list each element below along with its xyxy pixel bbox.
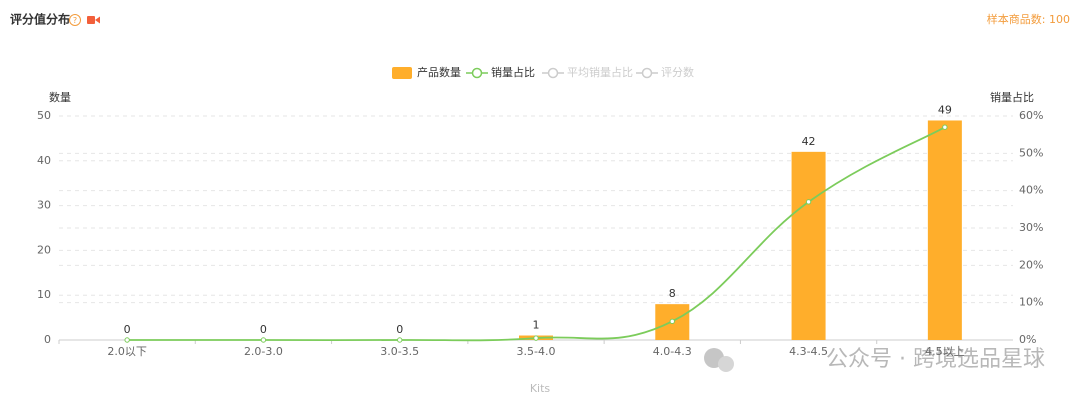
x-tick-label: 4.0-4.3 (653, 345, 692, 358)
y2-tick-label: 30% (1019, 221, 1043, 234)
legend-label: 平均销量占比 (567, 65, 633, 79)
x-tick-label: 4.5以上 (925, 345, 965, 358)
data-label: 49 (938, 103, 952, 116)
data-label: 0 (260, 323, 267, 336)
legend-label: 评分数 (661, 66, 694, 79)
line-point (260, 337, 267, 343)
x-tick-label: 2.0以下 (107, 345, 147, 358)
x-axis-label: Kits (530, 382, 551, 395)
legend-label: 销量占比 (491, 65, 535, 79)
sample-count: 样本商品数: 100 (987, 12, 1070, 26)
x-tick-label: 2.0-3.0 (244, 345, 283, 358)
bar (927, 120, 962, 340)
x-tick-label: 4.3-4.5 (789, 345, 828, 358)
video-icon[interactable] (87, 16, 100, 24)
legend-label: 产品数量 (417, 65, 461, 79)
y2-tick-label: 40% (1019, 184, 1043, 197)
line-point (669, 318, 675, 325)
legend-swatch (641, 67, 653, 79)
y-axis-label: 数量 (49, 91, 71, 104)
y2-tick-label: 50% (1019, 146, 1043, 159)
data-label: 42 (802, 135, 816, 148)
line-point (805, 199, 812, 205)
line-point (397, 337, 403, 343)
y2-tick-label: 20% (1019, 258, 1043, 271)
svg-text:?: ? (73, 16, 77, 25)
data-label: 0 (124, 323, 131, 336)
y2-axis-label: 销量占比 (990, 90, 1034, 104)
data-label: 8 (669, 287, 676, 300)
wechat-icon (704, 348, 734, 372)
line-point (942, 124, 948, 130)
legend-swatch (547, 67, 559, 79)
legend-swatch (392, 67, 412, 79)
y-tick-label: 40 (37, 154, 51, 167)
legend-swatch (471, 67, 483, 79)
y-tick-label: 20 (37, 243, 51, 256)
x-tick-label: 3.5-4.0 (517, 345, 556, 358)
y2-tick-label: 0% (1019, 333, 1036, 346)
y-tick-label: 0 (44, 333, 51, 346)
help-icon[interactable]: ? (69, 14, 81, 26)
data-label: 1 (533, 319, 540, 332)
y-tick-label: 10 (37, 288, 51, 301)
line-point (533, 335, 539, 341)
watermark: 公众号 · 跨境选品星球 (826, 347, 1045, 372)
line-point (124, 337, 130, 343)
x-tick-label: 3.0-3.5 (380, 345, 419, 358)
y2-tick-label: 10% (1019, 296, 1043, 309)
data-label: 0 (396, 323, 403, 336)
y-tick-label: 30 (37, 199, 51, 212)
y2-tick-label: 60% (1019, 109, 1043, 122)
page-title: 评分值分布 (10, 12, 70, 27)
y-tick-label: 50 (37, 109, 51, 122)
bar (791, 151, 826, 340)
